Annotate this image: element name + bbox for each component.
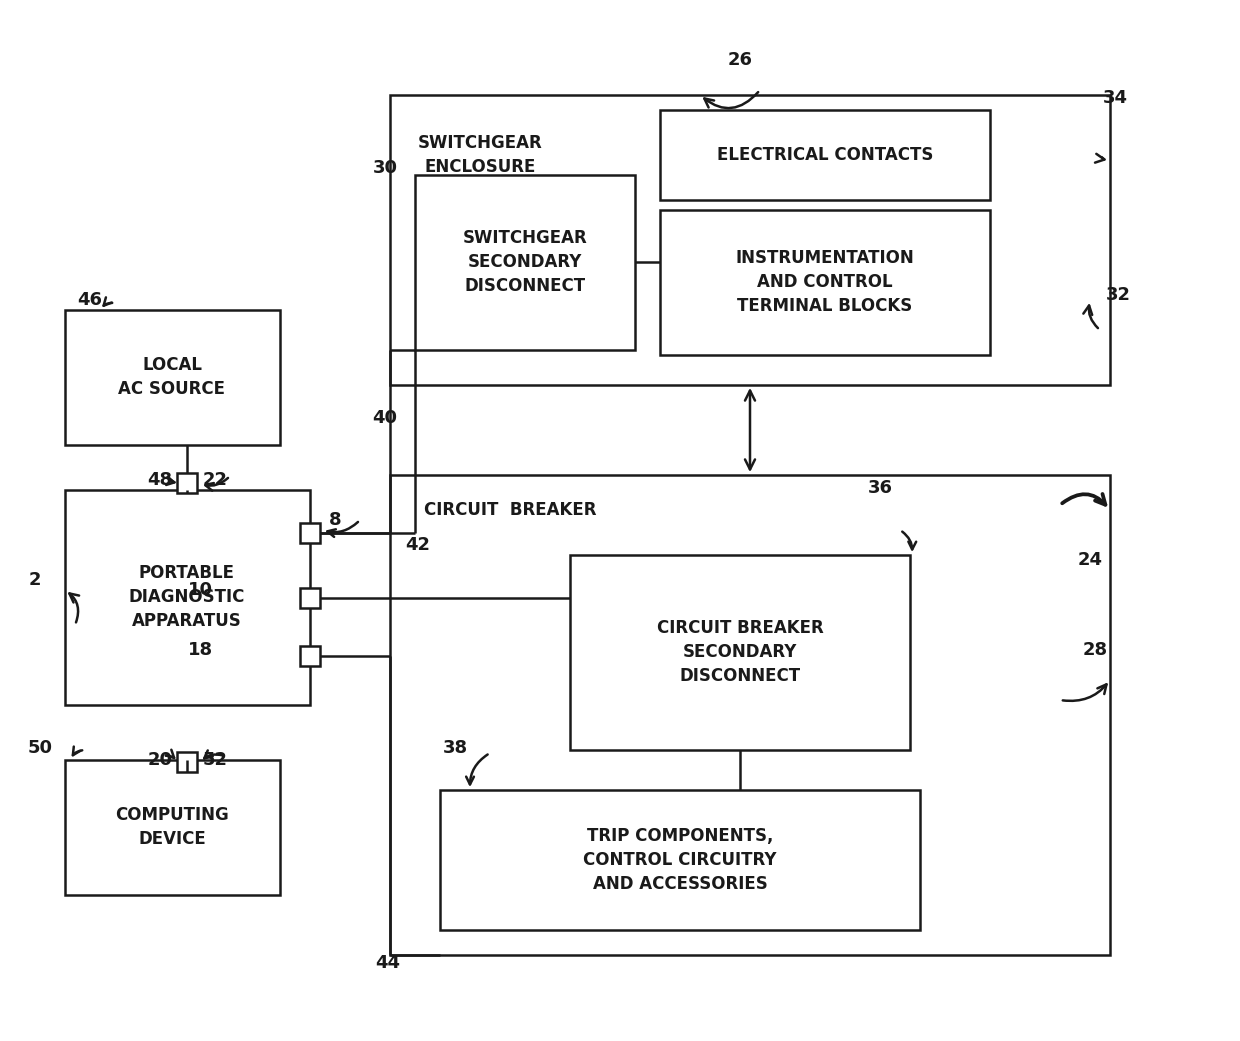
Bar — [64, 490, 310, 705]
Bar — [300, 588, 320, 608]
Text: INSTRUMENTATION
AND CONTROL
TERMINAL BLOCKS: INSTRUMENTATION AND CONTROL TERMINAL BLO… — [735, 250, 914, 314]
Text: CIRCUIT  BREAKER: CIRCUIT BREAKER — [424, 501, 596, 519]
FancyArrowPatch shape — [166, 750, 174, 758]
Bar — [391, 95, 1110, 385]
Text: 50: 50 — [27, 739, 52, 757]
FancyArrowPatch shape — [1063, 494, 1105, 505]
Text: 52: 52 — [202, 751, 227, 769]
Text: 2: 2 — [29, 572, 41, 589]
Bar — [64, 310, 280, 445]
Text: 32: 32 — [1106, 286, 1131, 304]
Bar — [300, 523, 320, 543]
Text: 24: 24 — [1078, 551, 1102, 569]
Text: LOCAL
AC SOURCE: LOCAL AC SOURCE — [119, 356, 226, 398]
FancyArrowPatch shape — [166, 477, 175, 485]
Text: PORTABLE
DIAGNOSTIC
APPARATUS: PORTABLE DIAGNOSTIC APPARATUS — [129, 564, 246, 630]
FancyArrowPatch shape — [704, 92, 758, 108]
Text: 36: 36 — [868, 479, 893, 497]
Text: 42: 42 — [405, 536, 430, 554]
FancyArrowPatch shape — [327, 522, 358, 537]
Text: 22: 22 — [202, 471, 227, 489]
Text: TRIP COMPONENTS,
CONTROL CIRCUITRY
AND ACCESSORIES: TRIP COMPONENTS, CONTROL CIRCUITRY AND A… — [583, 828, 776, 892]
Text: 20: 20 — [148, 751, 172, 769]
Text: 48: 48 — [148, 471, 172, 489]
Text: SWITCHGEAR
ENCLOSURE: SWITCHGEAR ENCLOSURE — [418, 134, 542, 176]
Text: 30: 30 — [372, 159, 398, 177]
Text: 46: 46 — [77, 291, 103, 309]
Text: CIRCUIT BREAKER
SECONDARY
DISCONNECT: CIRCUIT BREAKER SECONDARY DISCONNECT — [657, 619, 823, 685]
FancyArrowPatch shape — [903, 532, 916, 550]
FancyArrowPatch shape — [466, 755, 487, 785]
Text: 26: 26 — [728, 51, 753, 69]
Text: 40: 40 — [372, 409, 398, 427]
Text: COMPUTING
DEVICE: COMPUTING DEVICE — [115, 806, 229, 847]
Text: 8: 8 — [329, 511, 341, 529]
Bar — [415, 175, 635, 350]
Text: 28: 28 — [1083, 641, 1107, 659]
Bar — [177, 752, 197, 772]
Text: 38: 38 — [443, 739, 467, 757]
FancyArrowPatch shape — [1084, 305, 1097, 328]
FancyArrowPatch shape — [73, 746, 82, 755]
Bar — [660, 110, 990, 200]
FancyArrowPatch shape — [1063, 684, 1106, 701]
Bar — [391, 475, 1110, 955]
Text: ELECTRICAL CONTACTS: ELECTRICAL CONTACTS — [717, 146, 934, 164]
Text: 10: 10 — [187, 581, 212, 599]
Bar — [570, 555, 910, 750]
Text: 34: 34 — [1102, 88, 1127, 107]
FancyArrowPatch shape — [1095, 154, 1105, 162]
FancyArrowPatch shape — [206, 478, 228, 490]
FancyArrowPatch shape — [205, 751, 222, 758]
Text: 44: 44 — [376, 954, 401, 972]
FancyArrowPatch shape — [104, 298, 113, 306]
FancyArrowPatch shape — [69, 593, 79, 623]
Bar — [177, 473, 197, 493]
Text: SWITCHGEAR
SECONDARY
DISCONNECT: SWITCHGEAR SECONDARY DISCONNECT — [463, 229, 588, 295]
Bar — [440, 790, 920, 930]
Bar — [660, 210, 990, 355]
Bar — [64, 760, 280, 895]
Text: 18: 18 — [187, 641, 212, 659]
Bar — [300, 646, 320, 666]
